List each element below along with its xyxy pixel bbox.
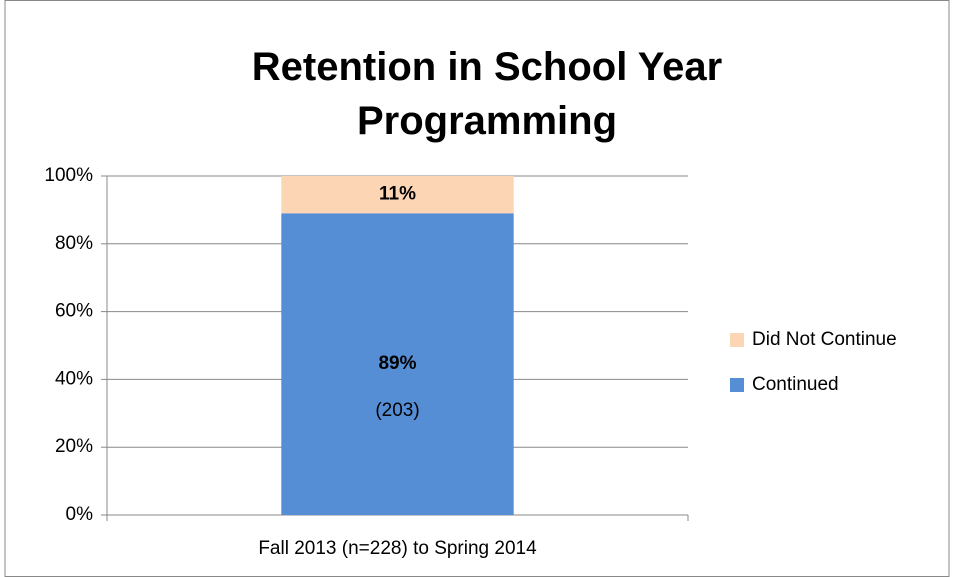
bar-segment xyxy=(281,176,514,214)
x-tick-label: Fall 2013 (n=228) to Spring 2014 xyxy=(258,538,537,559)
legend-label: Did Not Continue xyxy=(752,329,897,350)
y-tick-label: 80% xyxy=(55,233,93,254)
data-label: 11% xyxy=(379,184,416,205)
y-tick-label: 20% xyxy=(55,436,93,457)
y-tick-label: 0% xyxy=(66,504,94,525)
legend-swatch xyxy=(730,333,744,347)
legend-swatch xyxy=(730,378,744,392)
chart-title: Retention in School Year Programming xyxy=(251,45,723,143)
y-tick-label: 60% xyxy=(55,301,93,322)
y-tick-label: 100% xyxy=(44,165,93,186)
bar-segment xyxy=(281,213,514,516)
legend-label: Continued xyxy=(752,374,839,395)
annotation: (203) xyxy=(375,400,419,421)
y-tick-label: 40% xyxy=(55,368,93,389)
data-label: 89% xyxy=(378,353,416,374)
